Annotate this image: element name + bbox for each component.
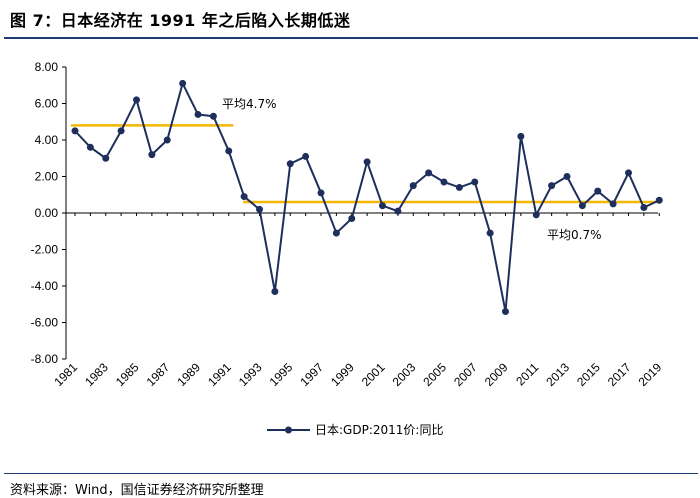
data-point [271,287,279,295]
legend-label: 日本:GDP:2011价:同比 [315,423,443,437]
data-point [425,169,433,177]
data-point [240,193,248,201]
y-tick-label: 2.00 [35,170,59,184]
legend-dot-marker [285,426,292,434]
x-tick-label: 1995 [267,360,296,389]
data-point [225,147,233,155]
data-point [209,112,217,120]
data-point [471,178,479,186]
x-tick-label: 2011 [513,360,541,388]
y-tick-label: -2.00 [31,243,59,257]
data-point [363,158,371,166]
y-tick-label: -6.00 [31,316,59,330]
x-tick-label: 1985 [113,360,142,389]
gdp-series [71,79,663,316]
data-point [302,152,310,160]
data-point [179,79,187,87]
data-point [609,200,617,208]
y-tick-label: -8.00 [31,352,59,366]
x-tick-label: 1993 [236,360,265,389]
data-point [86,143,94,151]
data-point [517,132,525,140]
bottom-rule [4,473,698,474]
x-tick-label: 2009 [482,360,511,389]
data-point [317,189,325,197]
gdp-series-line [74,82,660,313]
data-point [332,229,340,237]
y-tick-label: 4.00 [35,133,59,147]
y-tick-label: 8.00 [35,60,59,74]
y-axis: 8.00 6.00 4.00 2.00 0.00 -2.00 -4.00 -6.00 -8.00 [31,60,67,366]
data-point [486,229,494,237]
data-point [148,151,156,159]
average-label: 平均4.7% [222,97,277,111]
y-tick-label: 6.00 [35,97,59,111]
data-point [163,136,171,144]
data-point [286,160,294,168]
data-point [71,127,79,135]
data-point [578,202,586,210]
x-tick-label: 2019 [636,360,665,389]
x-tick-label: 2017 [605,360,634,389]
data-point [640,204,648,212]
data-point [655,196,663,204]
legend: 日本:GDP:2011价:同比 [267,423,443,437]
x-tick-label: 2007 [451,360,480,389]
data-point [379,202,386,210]
data-point [133,96,140,104]
data-point [394,207,402,215]
x-tick-label: 1991 [205,360,234,389]
x-tick-label: 1997 [297,360,326,389]
data-point [409,182,417,190]
average-label: 平均0.7% [547,228,602,242]
data-point [532,211,540,219]
x-tick-label: 2013 [543,360,572,389]
x-tick-label: 2001 [359,360,388,389]
data-point [563,173,571,180]
data-point [348,214,356,222]
average-lines: 平均4.7% 平均0.7% [71,97,661,242]
x-tick-label: 1999 [328,360,357,389]
x-tick-label: 1983 [82,360,111,389]
x-tick-label: 1989 [174,360,203,389]
y-tick-label: -4.00 [31,279,59,293]
x-tick-label: 2015 [574,360,603,389]
data-point [594,187,602,195]
title-rule [4,37,698,39]
y-tick-label: 0.00 [35,206,59,220]
data-point [502,308,509,316]
source-note: 资料来源：Wind，国信证券经济研究所整理 [10,483,264,498]
data-point [440,178,448,186]
x-tick-label: 2005 [420,360,449,389]
data-point [256,205,263,213]
data-point [117,127,125,135]
data-point [102,154,110,162]
x-tick-label: 2003 [390,360,419,389]
data-point [194,110,202,118]
figure-title: 图 7：日本经济在 1991 年之后陷入长期低迷 [10,11,351,30]
data-point [548,182,556,190]
gdp-chart: 8.00 6.00 4.00 2.00 0.00 -2.00 -4.00 -6.00 -8.00… [31,60,665,437]
data-point [625,169,632,177]
x-tick-label: 1987 [144,360,173,389]
data-point [455,183,463,191]
